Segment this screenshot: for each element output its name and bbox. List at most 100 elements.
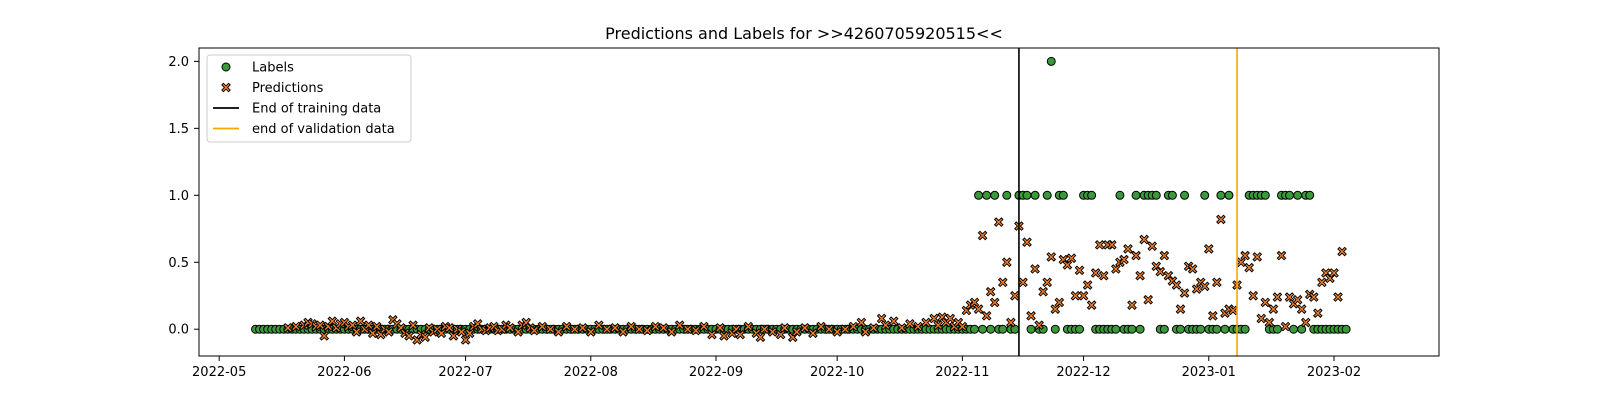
prediction-point xyxy=(1038,286,1049,297)
legend-box xyxy=(206,54,412,143)
prediction-point xyxy=(626,321,637,332)
label-point xyxy=(1240,324,1250,334)
legend-label: Labels xyxy=(252,61,294,76)
axes: 2022-05 2022-06 2022-07 2022-08 2022-09 2022-… xyxy=(168,47,1440,380)
prediction-point xyxy=(1187,264,1198,274)
label-point xyxy=(1030,190,1040,200)
label-point xyxy=(1289,324,1299,334)
prediction-point xyxy=(594,320,604,331)
prediction-point xyxy=(1155,266,1166,277)
prediction-point xyxy=(957,321,968,332)
prediction-point xyxy=(408,320,418,331)
prediction-point xyxy=(1252,252,1263,262)
label-point xyxy=(1260,190,1270,200)
prediction-point xyxy=(1094,240,1105,250)
prediction-point xyxy=(735,329,746,340)
prediction-point xyxy=(808,328,818,339)
prediction-point xyxy=(856,317,867,328)
prediction-point xyxy=(1001,257,1012,268)
prediction-point xyxy=(933,320,943,331)
prediction-point xyxy=(1010,290,1020,301)
prediction-point xyxy=(561,321,572,332)
prediction-point xyxy=(929,313,939,324)
prediction-point xyxy=(848,321,859,332)
prediction-point xyxy=(291,321,301,332)
y-tick-label: 0.0 xyxy=(168,323,189,338)
prediction-point xyxy=(699,321,709,332)
prediction-point xyxy=(1296,304,1307,314)
prediction-point xyxy=(1260,297,1271,308)
prediction-point xyxy=(800,323,810,333)
prediction-point xyxy=(767,327,778,337)
prediction-point xyxy=(981,310,992,321)
prediction-point xyxy=(1248,290,1259,301)
label-point xyxy=(974,190,984,200)
legend-label: Predictions xyxy=(252,81,324,96)
label-point xyxy=(1175,324,1185,334)
prediction-point xyxy=(1280,321,1291,332)
label-point xyxy=(1272,324,1282,334)
legend-circle-marker xyxy=(221,62,231,72)
label-point xyxy=(1115,190,1125,200)
prediction-point xyxy=(973,304,984,314)
prediction-point xyxy=(1175,304,1186,314)
prediction-point xyxy=(880,320,891,331)
prediction-point xyxy=(351,327,362,337)
x-tick-label: 2023-02 xyxy=(1307,365,1361,380)
label-point xyxy=(1200,190,1210,200)
prediction-point xyxy=(1191,284,1202,294)
prediction-point xyxy=(682,324,693,335)
label-point xyxy=(1058,190,1068,200)
prediction-point xyxy=(1171,280,1182,290)
prediction-point xyxy=(1139,234,1149,245)
prediction-point xyxy=(1256,313,1267,324)
prediction-point xyxy=(553,327,564,337)
legend-label: End of training data xyxy=(252,102,381,117)
prediction-point xyxy=(420,332,431,343)
prediction-point xyxy=(1127,300,1137,310)
prediction-point xyxy=(888,316,899,327)
prediction-point xyxy=(545,324,556,335)
prediction-point xyxy=(1098,270,1109,281)
prediction-point xyxy=(832,327,843,337)
x-tick-label: 2022-06 xyxy=(317,365,371,380)
series-predictions xyxy=(283,214,1347,345)
prediction-point xyxy=(1054,297,1065,308)
prediction-point xyxy=(585,327,596,337)
prediction-point xyxy=(824,324,834,335)
y-tick-label: 0.5 xyxy=(168,256,189,271)
x-tick-label: 2022-09 xyxy=(689,365,743,380)
prediction-point xyxy=(1272,292,1283,302)
prediction-point xyxy=(1159,250,1170,261)
label-point xyxy=(1167,190,1177,200)
prediction-point xyxy=(1264,317,1275,328)
prediction-point xyxy=(1268,304,1279,314)
label-point xyxy=(1111,324,1121,334)
prediction-point xyxy=(384,327,394,337)
prediction-point xyxy=(1123,244,1133,254)
prediction-point xyxy=(1329,268,1339,278)
prediction-point xyxy=(1119,254,1129,265)
prediction-point xyxy=(444,323,455,333)
prediction-point xyxy=(283,323,293,333)
prediction-point xyxy=(913,321,923,332)
prediction-point xyxy=(674,320,685,331)
prediction-point xyxy=(634,324,645,335)
legend-label: end of validation data xyxy=(252,122,395,137)
plot-frame xyxy=(198,47,1440,357)
prediction-point xyxy=(642,325,653,336)
label-point xyxy=(1002,190,1012,200)
prediction-point xyxy=(993,217,1004,227)
prediction-point xyxy=(1050,304,1061,314)
label-point xyxy=(1293,190,1303,200)
prediction-point xyxy=(1030,264,1040,274)
label-point xyxy=(1087,190,1097,200)
label-point xyxy=(1127,324,1137,334)
prediction-point xyxy=(896,323,907,333)
x-tick-label: 2022-12 xyxy=(1056,365,1110,380)
prediction-point xyxy=(1312,308,1323,318)
legend-item: Labels xyxy=(221,61,294,76)
prediction-point xyxy=(690,325,701,336)
prediction-point xyxy=(1046,252,1057,262)
